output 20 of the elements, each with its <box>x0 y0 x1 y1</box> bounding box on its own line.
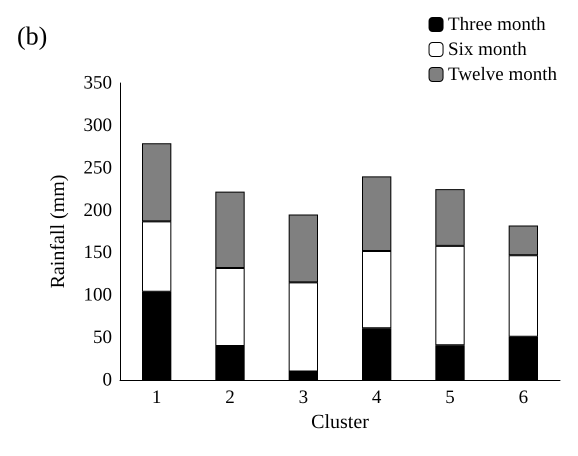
legend-label: Twelve month <box>448 64 558 85</box>
y-axis-title: Rainfall (mm) <box>47 174 69 288</box>
chart-title: (b) <box>17 22 48 50</box>
x-tick-label: 2 <box>225 387 235 408</box>
y-tick-label: 150 <box>84 242 112 264</box>
x-tick-label: 5 <box>445 387 455 408</box>
y-tick-label: 100 <box>84 284 112 306</box>
y-tick-label: 50 <box>93 327 112 348</box>
x-tick-label: 6 <box>518 387 528 408</box>
legend-label: Six month <box>448 39 528 60</box>
x-tick-label: 3 <box>298 387 308 408</box>
x-axis-title: Cluster <box>311 410 370 433</box>
legend-label: Three month <box>448 14 546 35</box>
x-tick-label: 4 <box>372 387 382 408</box>
y-tick-label: 350 <box>84 72 112 94</box>
y-tick-label: 300 <box>84 114 112 136</box>
y-tick-label: 0 <box>102 370 112 390</box>
y-tick-label: 250 <box>84 157 112 178</box>
y-tick-label: 200 <box>84 200 112 221</box>
x-tick-label: 1 <box>152 387 162 408</box>
